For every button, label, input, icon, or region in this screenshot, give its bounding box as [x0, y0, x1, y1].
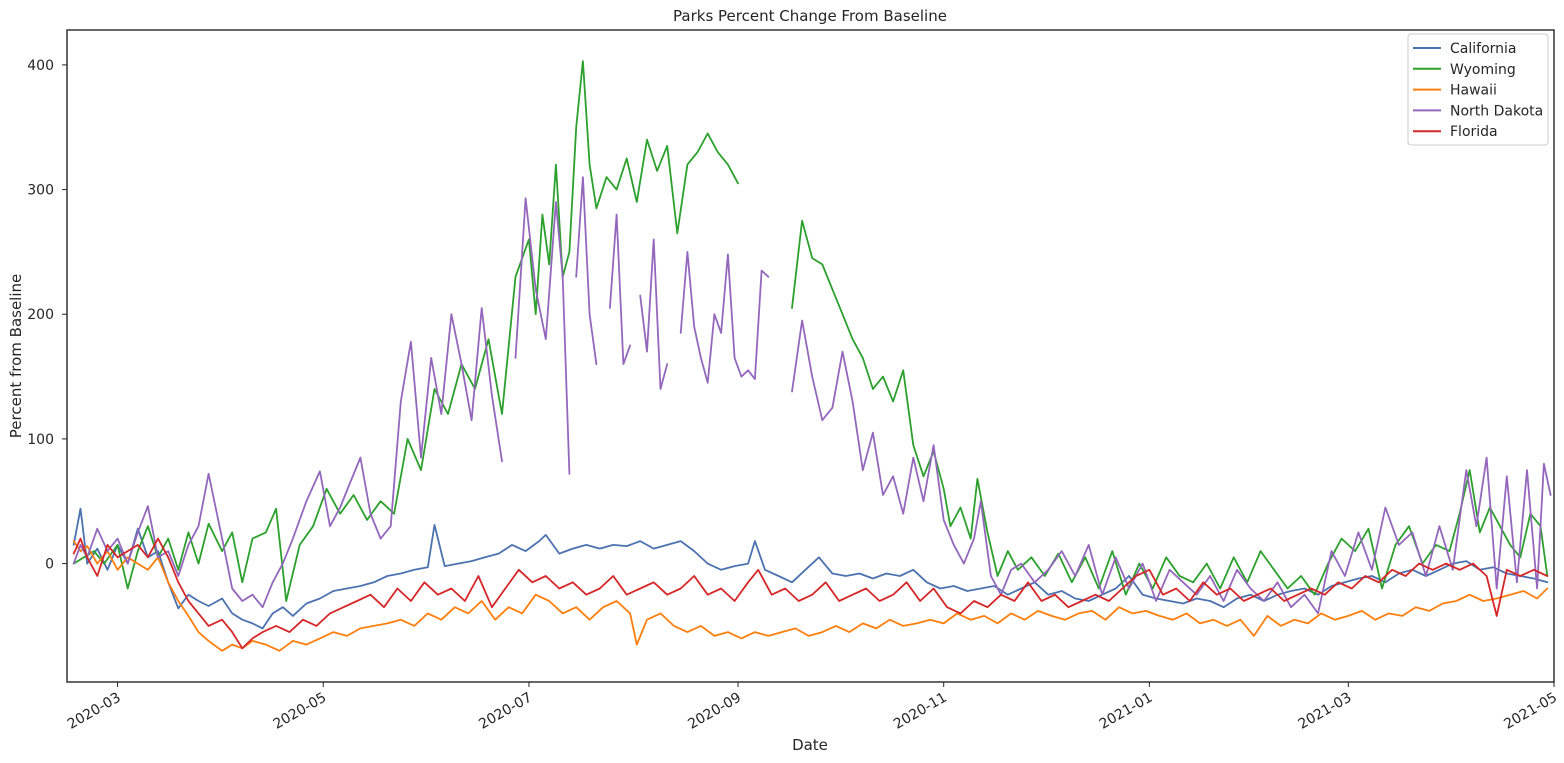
y-tick-label: 400	[27, 58, 54, 74]
y-tick-label: 300	[27, 183, 54, 199]
legend-label-2: Hawaii	[1450, 83, 1497, 99]
chart-title: Parks Percent Change From Baseline	[673, 7, 947, 25]
y-axis-title: Percent from Baseline	[7, 274, 25, 438]
legend-label-0: California	[1450, 41, 1516, 57]
series-line-0	[72, 507, 1549, 630]
y-tick-label: 0	[45, 557, 54, 573]
series-line-1	[72, 60, 1549, 602]
legend-box	[1407, 33, 1549, 146]
x-axis-title: Date	[792, 736, 828, 754]
series-layer	[72, 60, 1552, 652]
legend: California Wyoming Hawaii North Dakota Flori…	[1407, 33, 1549, 146]
legend-label-4: Florida	[1450, 124, 1498, 140]
y-tick-label: 100	[27, 432, 54, 448]
series-line-4	[72, 537, 1549, 650]
legend-label-3: North Dakota	[1450, 103, 1543, 119]
series-line-3	[72, 176, 1552, 615]
legend-label-1: Wyoming	[1450, 62, 1516, 78]
plot-frame	[66, 29, 1555, 683]
y-axis: 0 100 200 300 400	[27, 58, 67, 573]
y-tick-label: 200	[27, 307, 54, 323]
series-line-2	[72, 540, 1549, 652]
